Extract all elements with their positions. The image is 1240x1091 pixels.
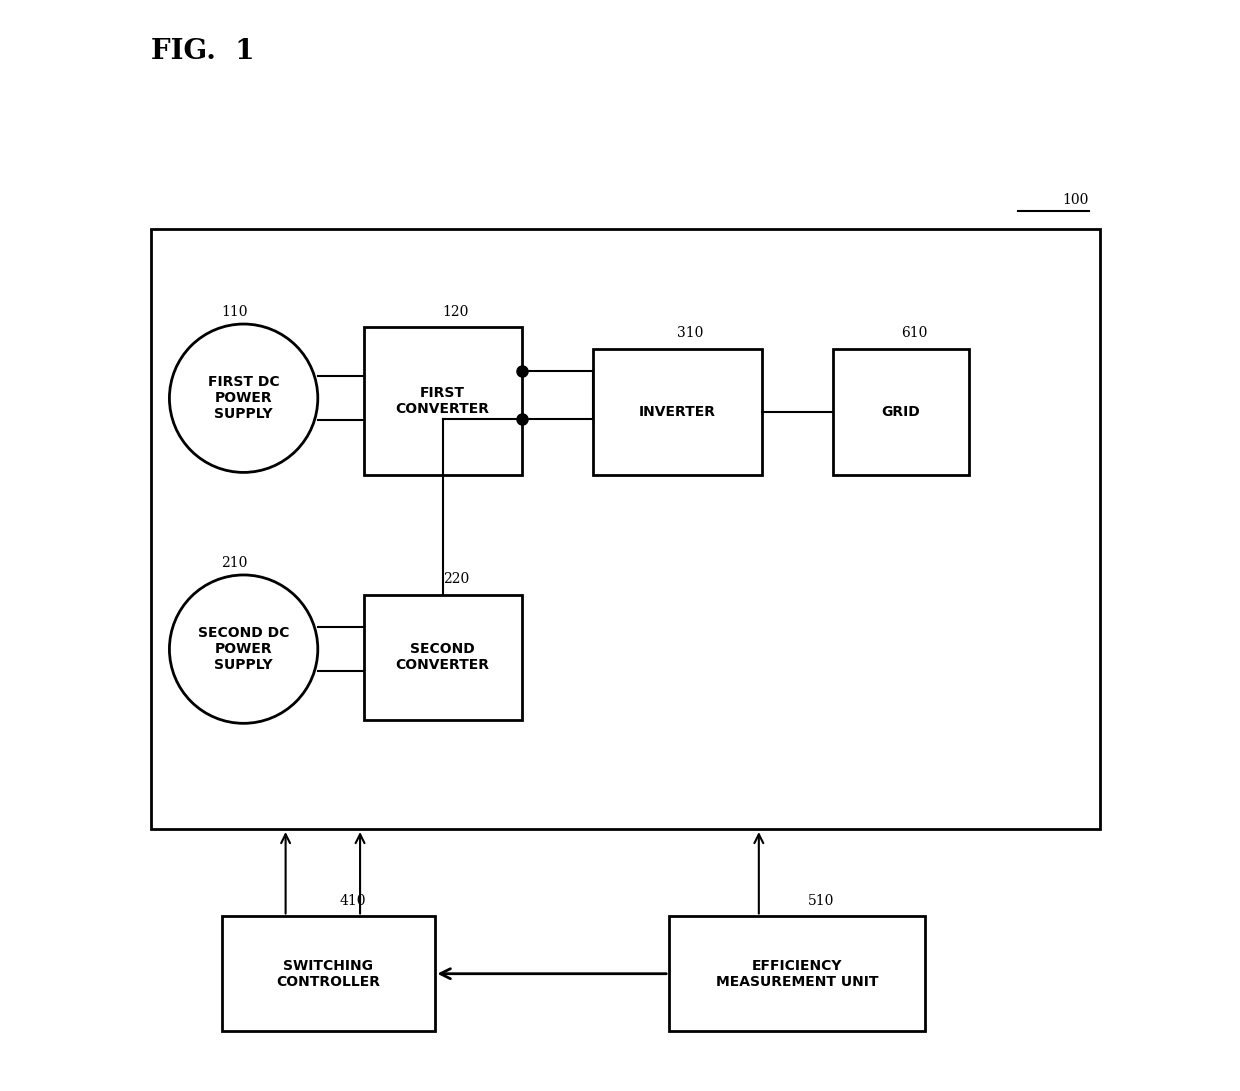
- Text: FIG.  1: FIG. 1: [151, 38, 254, 65]
- Text: GRID: GRID: [882, 405, 920, 419]
- Bar: [222, 916, 434, 1031]
- Circle shape: [170, 324, 317, 472]
- Bar: [151, 229, 1100, 829]
- Text: FIRST DC
POWER
SUPPLY: FIRST DC POWER SUPPLY: [208, 375, 279, 421]
- Circle shape: [170, 575, 317, 723]
- Text: 310: 310: [677, 326, 703, 340]
- Bar: [833, 349, 970, 475]
- Text: EFFICIENCY
MEASUREMENT UNIT: EFFICIENCY MEASUREMENT UNIT: [715, 959, 878, 988]
- Text: 210: 210: [222, 555, 248, 570]
- Text: 110: 110: [222, 304, 248, 319]
- Text: SWITCHING
CONTROLLER: SWITCHING CONTROLLER: [277, 959, 381, 988]
- Text: 410: 410: [339, 894, 366, 908]
- Bar: [593, 349, 761, 475]
- Text: INVERTER: INVERTER: [639, 405, 715, 419]
- Text: 100: 100: [1063, 193, 1089, 207]
- Bar: [363, 595, 522, 720]
- Text: 220: 220: [443, 572, 469, 586]
- Bar: [670, 916, 925, 1031]
- Text: 610: 610: [901, 326, 928, 340]
- Text: SECOND DC
POWER
SUPPLY: SECOND DC POWER SUPPLY: [198, 626, 289, 672]
- Text: 510: 510: [808, 894, 835, 908]
- Text: 120: 120: [443, 304, 469, 319]
- Text: FIRST
CONVERTER: FIRST CONVERTER: [396, 386, 490, 416]
- Text: SECOND
CONVERTER: SECOND CONVERTER: [396, 643, 490, 672]
- Bar: [363, 327, 522, 475]
